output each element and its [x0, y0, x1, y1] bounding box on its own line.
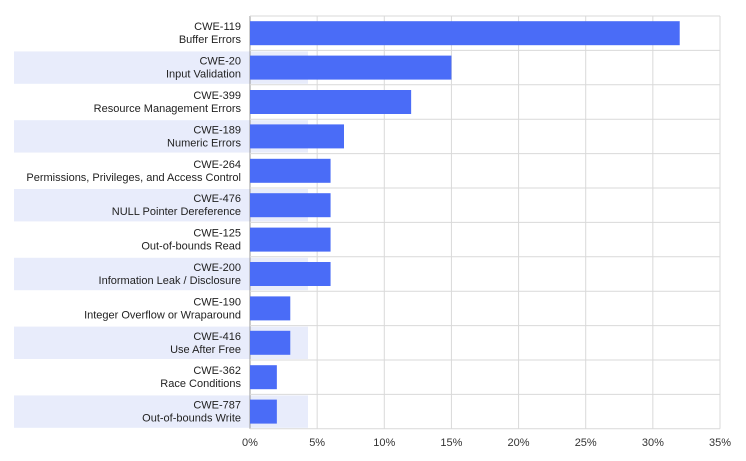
category-name: Race Conditions — [160, 378, 241, 390]
category-label: CWE-20 Input Validation — [166, 56, 241, 81]
category-name: Out-of-bounds Write — [142, 413, 241, 425]
category-name: Resource Management Errors — [94, 103, 242, 115]
category-label: CWE-416 Use After Free — [170, 331, 241, 356]
bar — [250, 193, 331, 218]
category-name: Numeric Errors — [167, 137, 241, 149]
category-code: CWE-125 — [193, 228, 241, 240]
bar — [250, 365, 277, 390]
category-code: CWE-399 — [193, 90, 241, 102]
x-tick-label: 0% — [242, 437, 258, 449]
category-label: CWE-264 Permissions, Privileges, and Acce… — [26, 159, 241, 184]
bar — [250, 124, 344, 149]
x-tick-label: 35% — [709, 437, 731, 449]
category-code: CWE-20 — [199, 56, 241, 68]
bar — [250, 21, 680, 46]
bar — [250, 399, 277, 424]
category-name: Out-of-bounds Read — [141, 241, 241, 253]
category-code: CWE-200 — [193, 262, 241, 274]
x-tick-label: 20% — [508, 437, 530, 449]
category-labels: CWE-119 Buffer Errors CWE-20 Input Validati… — [26, 21, 241, 424]
category-label: CWE-399 Resource Management Errors — [94, 90, 242, 115]
category-label: CWE-787 Out-of-bounds Write — [142, 400, 241, 425]
category-label: CWE-125 Out-of-bounds Read — [141, 228, 241, 253]
category-name: Buffer Errors — [179, 34, 242, 46]
gridlines — [249, 15, 721, 430]
bar — [250, 296, 291, 321]
category-name: Input Validation — [166, 69, 241, 81]
bar — [250, 158, 331, 183]
category-label: CWE-190 Integer Overflow or Wraparound — [84, 296, 241, 321]
x-tick-label: 5% — [309, 437, 325, 449]
bar-series — [250, 21, 680, 424]
category-name: Permissions, Privileges, and Access Cont… — [26, 172, 241, 184]
category-code: CWE-476 — [193, 193, 241, 205]
bar — [250, 90, 412, 114]
category-label: CWE-200 Information Leak / Disclosure — [99, 262, 241, 287]
category-code: CWE-190 — [193, 296, 241, 308]
category-label: CWE-362 Race Conditions — [160, 365, 241, 390]
x-tick-label: 30% — [642, 437, 664, 449]
bar — [250, 262, 331, 286]
category-code: CWE-787 — [193, 400, 241, 412]
category-label: CWE-476 NULL Pointer Dereference — [112, 193, 241, 218]
category-code: CWE-189 — [193, 124, 241, 136]
category-code: CWE-119 — [194, 21, 241, 33]
bar — [250, 330, 291, 355]
category-name: Integer Overflow or Wraparound — [84, 309, 241, 321]
bar — [250, 55, 452, 80]
category-code: CWE-264 — [193, 159, 241, 171]
x-axis-ticks: 0% 5% 10% 15% 20% 25% 30% 35% — [242, 437, 731, 449]
category-code: CWE-362 — [193, 365, 241, 377]
category-name: Use After Free — [170, 344, 241, 356]
x-tick-label: 15% — [440, 437, 462, 449]
category-name: Information Leak / Disclosure — [99, 275, 241, 287]
category-name: NULL Pointer Dereference — [112, 206, 241, 218]
category-label: CWE-119 Buffer Errors — [179, 21, 242, 46]
category-label: CWE-189 Numeric Errors — [167, 124, 241, 149]
x-tick-label: 10% — [373, 437, 395, 449]
category-code: CWE-416 — [193, 331, 241, 343]
bar — [250, 227, 331, 252]
x-tick-label: 25% — [575, 437, 597, 449]
